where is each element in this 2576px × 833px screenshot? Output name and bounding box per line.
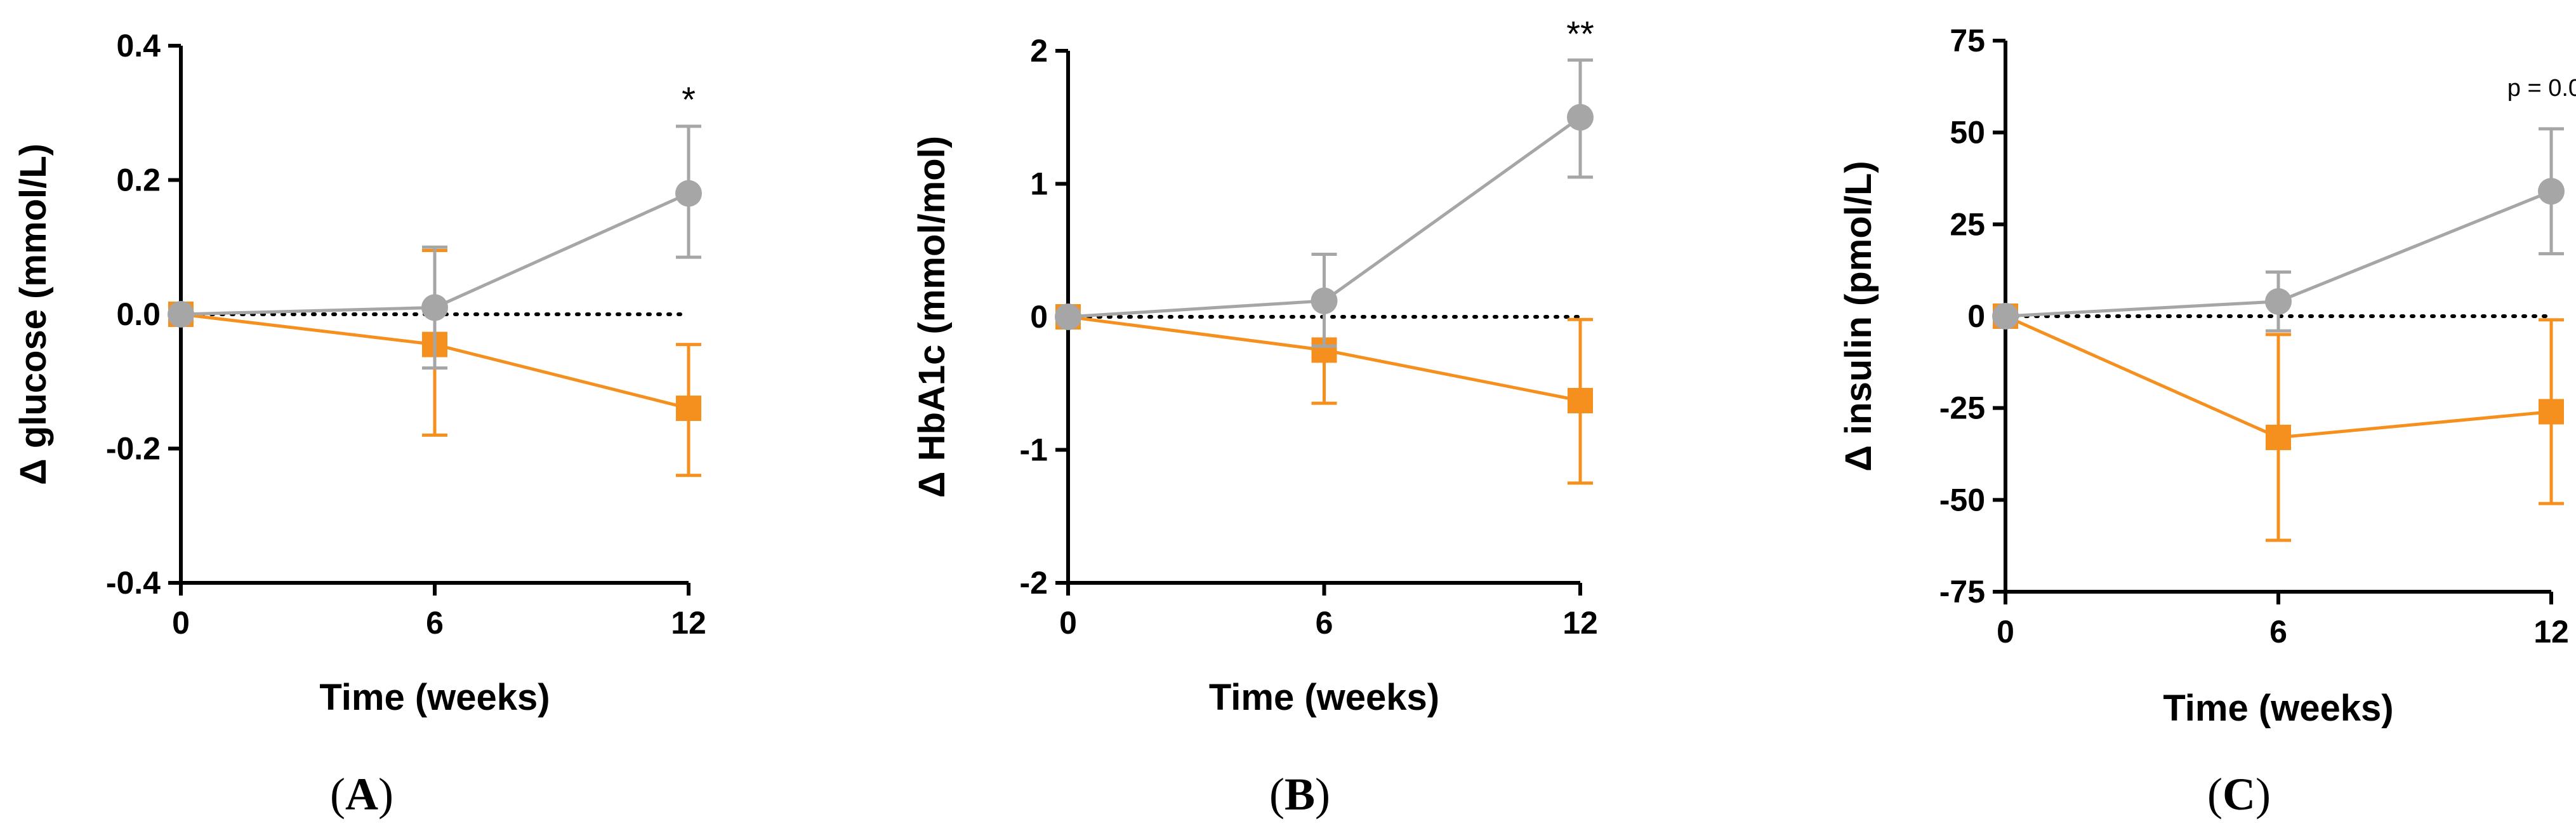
y-tick-label: 0 — [1967, 298, 1985, 334]
series-grey — [168, 124, 702, 370]
significance-annotation: * — [682, 79, 696, 119]
data-point-grey — [168, 301, 194, 328]
significance-annotation: p = 0.06 — [2507, 75, 2576, 102]
x-tick-label: 6 — [426, 605, 444, 641]
panel-label-b: (B) — [1269, 769, 1330, 820]
y-tick-label: -50 — [1939, 482, 1985, 517]
y-tick-label: 0.4 — [116, 28, 161, 63]
y-tick-label: 2 — [1030, 33, 1048, 69]
y-tick-label: -2 — [1020, 565, 1048, 601]
data-point-grey — [2265, 288, 2292, 315]
x-axis-title: Time (weeks) — [319, 677, 550, 718]
y-tick-label: -0.4 — [106, 565, 161, 601]
x-tick-label: 6 — [1316, 605, 1333, 641]
panel-c-chart: -75 -50 -25 0 25 50 75 0 6 12 Time (weeks) Δ insuli… — [1838, 23, 2576, 729]
x-tick-label: 0 — [172, 605, 190, 641]
panel-label-c: (C) — [2207, 769, 2271, 820]
y-axis-title: Δ glucose (mmol/L) — [13, 143, 54, 485]
x-axis-title: Time (weeks) — [1209, 677, 1439, 718]
y-tick-label: 0.2 — [116, 163, 161, 198]
data-point-grey — [421, 294, 448, 321]
y-tick-label: 0 — [1030, 299, 1048, 335]
y-tick-label: -25 — [1939, 390, 1985, 426]
series-grey — [1055, 58, 1594, 348]
data-point-orange — [1568, 387, 1593, 413]
series-orange — [1993, 303, 2564, 542]
x-tick-label: 6 — [2269, 614, 2287, 650]
data-point-grey — [675, 180, 702, 207]
y-tick-label: 1 — [1030, 166, 1048, 202]
panel-label-a: (A) — [330, 769, 393, 820]
data-point-orange — [2539, 399, 2564, 425]
x-tick-label: 0 — [1059, 605, 1077, 641]
x-tick-label: 12 — [671, 605, 706, 641]
y-tick-label: -1 — [1020, 432, 1048, 468]
x-tick-label: 0 — [1997, 614, 2014, 650]
x-tick-label: 12 — [1562, 605, 1598, 641]
data-point-grey — [1567, 103, 1594, 131]
significance-annotation: ** — [1566, 13, 1594, 53]
data-point-orange — [676, 396, 701, 422]
x-tick-label: 12 — [2533, 614, 2569, 650]
y-tick-label: 50 — [1950, 115, 1985, 150]
y-tick-label: 25 — [1950, 206, 1985, 242]
y-tick-label: -75 — [1939, 574, 1985, 610]
data-point-grey — [1055, 303, 1081, 330]
panel-a-chart: -0.4 -0.2 0.0 0.2 0.4 0 6 12 Time (weeks) Δ gluco… — [13, 28, 706, 718]
y-tick-label: 75 — [1950, 23, 1985, 58]
data-point-grey — [1311, 287, 1338, 314]
data-point-grey — [1992, 303, 2019, 330]
series-grey — [1992, 127, 2565, 333]
y-axis-title: Δ insulin (pmol/L) — [1838, 161, 1879, 472]
data-point-grey — [2538, 178, 2565, 205]
data-point-orange — [2266, 424, 2291, 450]
y-tick-label: -0.2 — [106, 431, 161, 467]
y-tick-label: 0.0 — [116, 297, 161, 332]
y-axis-title: Δ HbA1c (mmol/mol) — [911, 136, 953, 498]
x-axis-title: Time (weeks) — [2163, 688, 2393, 729]
